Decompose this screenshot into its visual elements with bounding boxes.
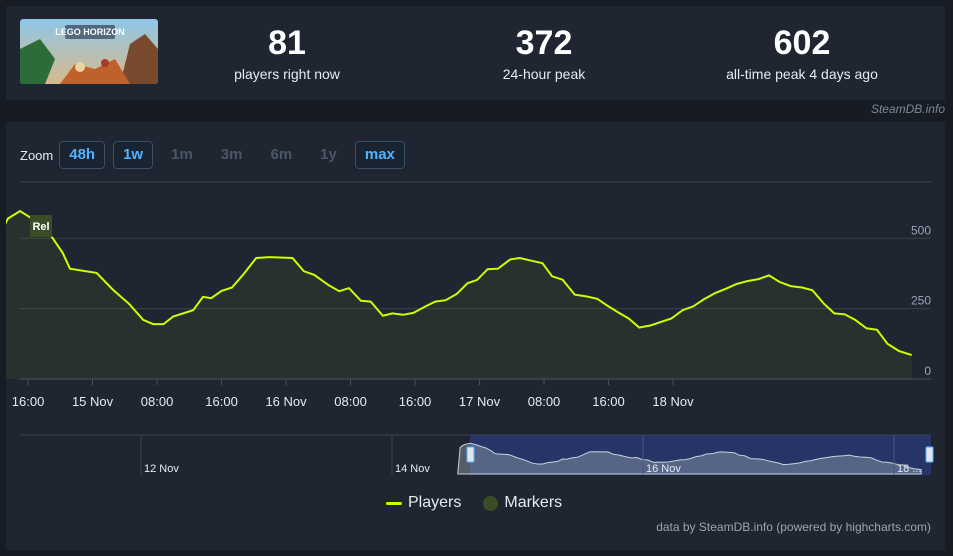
zoom-1y-button[interactable]: 1y — [320, 146, 337, 163]
current-players-value: 81 — [268, 24, 306, 62]
x-tick-label: 08:00 — [141, 394, 174, 409]
y-tick-label: 500 — [911, 223, 931, 237]
x-tick-label: 15 Nov — [72, 394, 114, 409]
x-axis-labels: 16:00 15 Nov 08:00 16:00 16 Nov 08:00 16:00 17 … — [12, 379, 694, 409]
navigator[interactable]: 12 Nov 14 Nov 16 Nov 18 ... — [20, 434, 934, 475]
zoom-48h-button[interactable]: 48h — [59, 141, 106, 169]
x-tick-label: 17 Nov — [459, 394, 501, 409]
zoom-1m-button[interactable]: 1m — [171, 146, 193, 163]
players-line-chart[interactable]: 0 250 500 Rel 16:00 15 Nov 08:00 16:00 16 Nov 0… — [6, 122, 945, 482]
navigator-label-12nov: 12 Nov — [144, 463, 179, 475]
all-time-peak-label: all-time peak 4 days ago — [726, 66, 878, 82]
navigator-label-14nov: 14 Nov — [395, 463, 430, 475]
navigator-label-16nov: 16 Nov — [646, 463, 681, 475]
stat-all-time-peak: 602 all-time peak 4 days ago — [692, 6, 912, 82]
zoom-1w-button[interactable]: 1w — [113, 141, 154, 169]
navigator-series — [457, 442, 922, 475]
thumbnail-logo-text: LEGO HORIZON — [55, 27, 125, 37]
x-tick-label: 16 Nov — [265, 394, 307, 409]
peak-24h-value: 372 — [515, 24, 573, 62]
zoom-3m-button[interactable]: 3m — [220, 146, 243, 163]
y-axis-labels: 0 250 500 — [911, 223, 931, 378]
player-chart-panel: Zoom 48h 1w 1m 3m 6m 1y max 0 250 500 Rel … — [6, 122, 945, 550]
stat-24h-peak: 372 24-hour peak — [444, 6, 644, 82]
x-tick-label: 18 Nov — [652, 394, 694, 409]
legend-dot-icon — [483, 495, 499, 511]
chart-legend: Players Markers — [386, 494, 584, 512]
x-tick-label: 16:00 — [12, 394, 45, 409]
release-marker-box — [30, 215, 52, 237]
legend-players[interactable]: Players — [386, 494, 461, 512]
zoom-label: Zoom — [20, 147, 54, 163]
all-time-peak-value: 602 — [773, 24, 831, 62]
x-tick-label: 08:00 — [528, 394, 561, 409]
legend-line-icon — [386, 501, 402, 505]
navigator-label-18nov: 18 ... — [897, 463, 921, 475]
x-tick-label: 16:00 — [592, 394, 625, 409]
stat-current-players: 81 players right now — [187, 6, 387, 82]
x-tick-label: 16:00 — [205, 394, 238, 409]
y-tick-label: 250 — [911, 294, 931, 308]
navigator-left-handle[interactable] — [466, 446, 475, 463]
zoom-6m-button[interactable]: 6m — [270, 146, 293, 163]
chart-grid — [20, 181, 931, 380]
game-thumbnail[interactable]: LEGO HORIZON — [20, 19, 158, 84]
release-marker[interactable]: Rel — [30, 215, 52, 237]
x-tick-label: 08:00 — [334, 394, 367, 409]
navigator-right-handle[interactable] — [925, 446, 934, 463]
y-tick-label: 0 — [924, 364, 931, 378]
stats-header: LEGO HORIZON 81 players right now 372 24… — [6, 6, 945, 100]
zoom-bar: Zoom 48h 1w 1m 3m 6m 1y max — [20, 141, 413, 169]
game-artwork-image: LEGO HORIZON — [20, 19, 158, 84]
legend-markers-label: Markers — [504, 494, 563, 511]
navigator-selection[interactable] — [470, 435, 931, 475]
players-area-fill — [6, 211, 912, 379]
current-players-label: players right now — [234, 66, 340, 82]
release-marker-label: Rel — [32, 221, 49, 233]
players-series-line[interactable] — [6, 209, 913, 376]
x-tick-label: 16:00 — [399, 394, 432, 409]
chart-footer-credit[interactable]: data by SteamDB.info (powered by highcha… — [656, 520, 931, 534]
zoom-max-button[interactable]: max — [354, 141, 405, 169]
legend-markers[interactable]: Markers — [483, 494, 562, 512]
peak-24h-label: 24-hour peak — [502, 66, 586, 82]
steamdb-credit[interactable]: SteamDB.info — [870, 102, 945, 116]
legend-players-label: Players — [408, 494, 462, 511]
